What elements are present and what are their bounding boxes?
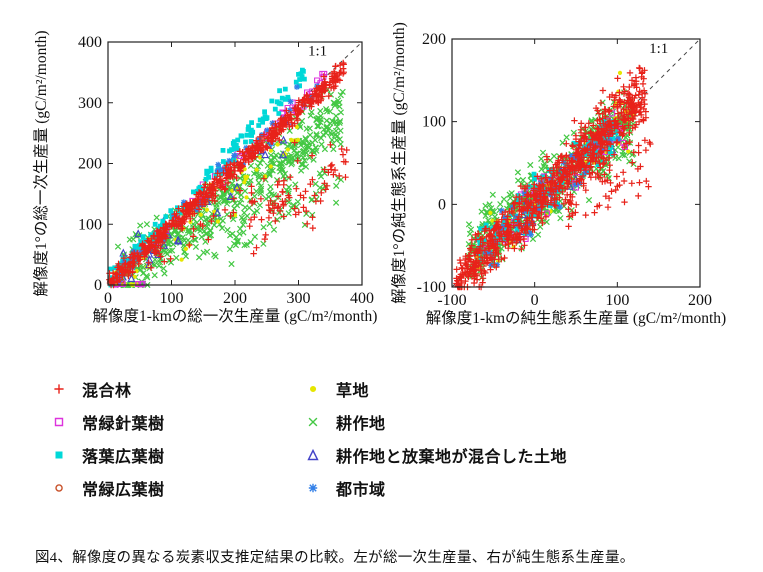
- y-tick-label: 0: [94, 277, 102, 294]
- land-cover-legend: 混合林常緑針葉樹落葉広葉樹常緑広葉樹 草地耕作地耕作地と放棄地が混合した土地 都市域: [0, 372, 763, 522]
- mixed-forest-marker-icon: [54, 383, 64, 394]
- nep-scatter-plot: -100 0 100 200 -100 0 100 200 解像度1-kmの純生態系生産量 (g…: [388, 8, 762, 351]
- y-axis-label: 解像度1°の総一次生産量 (gC/m²/month): [32, 30, 50, 296]
- legend-label: 常緑針葉樹: [82, 415, 165, 433]
- plot-frame: [451, 38, 701, 288]
- gpp-scatter-plot: 0 100 200 300 400 0 100 200 300 400 解像度1-kmの総一次生産量…: [30, 12, 388, 351]
- legend-item-cropland: 耕作地: [302, 405, 567, 438]
- gpp-svg: 0 100 200 300 4000100200300400解像度1-kmの総一次生産量…: [32, 30, 378, 325]
- legend-item-grassland: 草地: [302, 372, 567, 405]
- one-to-one-label: 1:1: [649, 41, 668, 57]
- urban-marker-icon: [308, 483, 318, 492]
- y-tick-label: 400: [78, 34, 102, 51]
- filled-circle-icon: [302, 380, 324, 398]
- legend-label: 耕作地: [336, 415, 386, 433]
- legend-item-evergreen-broadleaf: 常緑広葉樹: [48, 471, 165, 504]
- asterisk-icon: [302, 479, 324, 497]
- deciduous-broadleaf-marker-icon: [55, 451, 63, 458]
- filled-square-icon: [48, 446, 70, 464]
- plus-icon: [48, 380, 70, 398]
- x-axis-label: 解像度1-kmの総一次生産量 (gC/m²/month): [93, 307, 378, 325]
- x-tick-label: 400: [350, 290, 374, 307]
- legend-item-deciduous-broadleaf: 落葉広葉樹: [48, 438, 165, 471]
- open-square-icon: [48, 413, 70, 431]
- y-tick-label: 100: [78, 216, 102, 233]
- figure-caption: 図4、解像度の異なる炭素収支推定結果の比較。左が総一次生産量、右が純生態系生産量…: [35, 549, 635, 566]
- x-axis-label: 解像度1-kmの純生態系生産量 (gC/m²/month): [426, 309, 726, 327]
- x-tick-label: -100: [437, 292, 466, 309]
- legend-label: 耕作地と放棄地が混合した土地: [336, 448, 568, 466]
- x-tick-label: 100: [160, 290, 184, 307]
- series-mixed-forest: [453, 64, 654, 291]
- legend-column-1: 草地耕作地耕作地と放棄地が混合した土地 都市域: [302, 372, 567, 504]
- y-tick-label: 100: [422, 114, 446, 131]
- legend-label: 都市域: [336, 481, 386, 499]
- legend-label: 混合林: [82, 382, 132, 400]
- legend-column-0: 混合林常緑針葉樹落葉広葉樹常緑広葉樹: [48, 372, 165, 504]
- open-triangle-icon: [302, 446, 324, 464]
- legend-item-mixed-forest: 混合林: [48, 372, 165, 405]
- axis-ticks: [451, 38, 701, 288]
- series-mixed-forest: [106, 59, 350, 289]
- legend-item-urban: 都市域: [302, 471, 567, 504]
- x-tick-label: 0: [531, 292, 539, 309]
- legend-item-evergreen-needleleaf: 常緑針葉樹: [48, 405, 165, 438]
- x-tick-label: 200: [688, 292, 712, 309]
- series-deciduous-broadleaf: [107, 67, 307, 288]
- y-tick-label: 200: [78, 156, 102, 173]
- evergreen-broadleaf-marker-icon: [55, 483, 63, 492]
- x-icon: [302, 413, 324, 431]
- x-tick-label: 200: [223, 290, 247, 307]
- legend-label: 草地: [336, 382, 370, 400]
- legend-label: 落葉広葉樹: [82, 448, 165, 466]
- x-tick-label: 300: [287, 290, 311, 307]
- axis-ticks: [107, 41, 363, 286]
- evergreen-needleleaf-marker-icon: [54, 417, 64, 426]
- y-tick-label: 300: [78, 95, 102, 112]
- y-tick-label: -100: [417, 279, 446, 296]
- x-tick-label: 0: [104, 290, 112, 307]
- y-axis-label: 解像度1°の純生態系生産量 (gC/m²/month): [390, 22, 408, 304]
- grassland-marker-icon: [310, 385, 317, 392]
- legend-label: 常緑広葉樹: [82, 481, 165, 499]
- cropland-marker-icon: [308, 417, 318, 426]
- x-tick-label: 100: [605, 292, 629, 309]
- legend-item-cropland-abandoned-mix: 耕作地と放棄地が混合した土地: [302, 438, 567, 471]
- one-to-one-label: 1:1: [308, 43, 327, 59]
- open-circle-icon: [48, 479, 70, 497]
- y-tick-label: 200: [422, 31, 446, 48]
- y-tick-label: 0: [438, 196, 446, 213]
- cropland-abandoned-mix-marker-icon: [307, 448, 319, 460]
